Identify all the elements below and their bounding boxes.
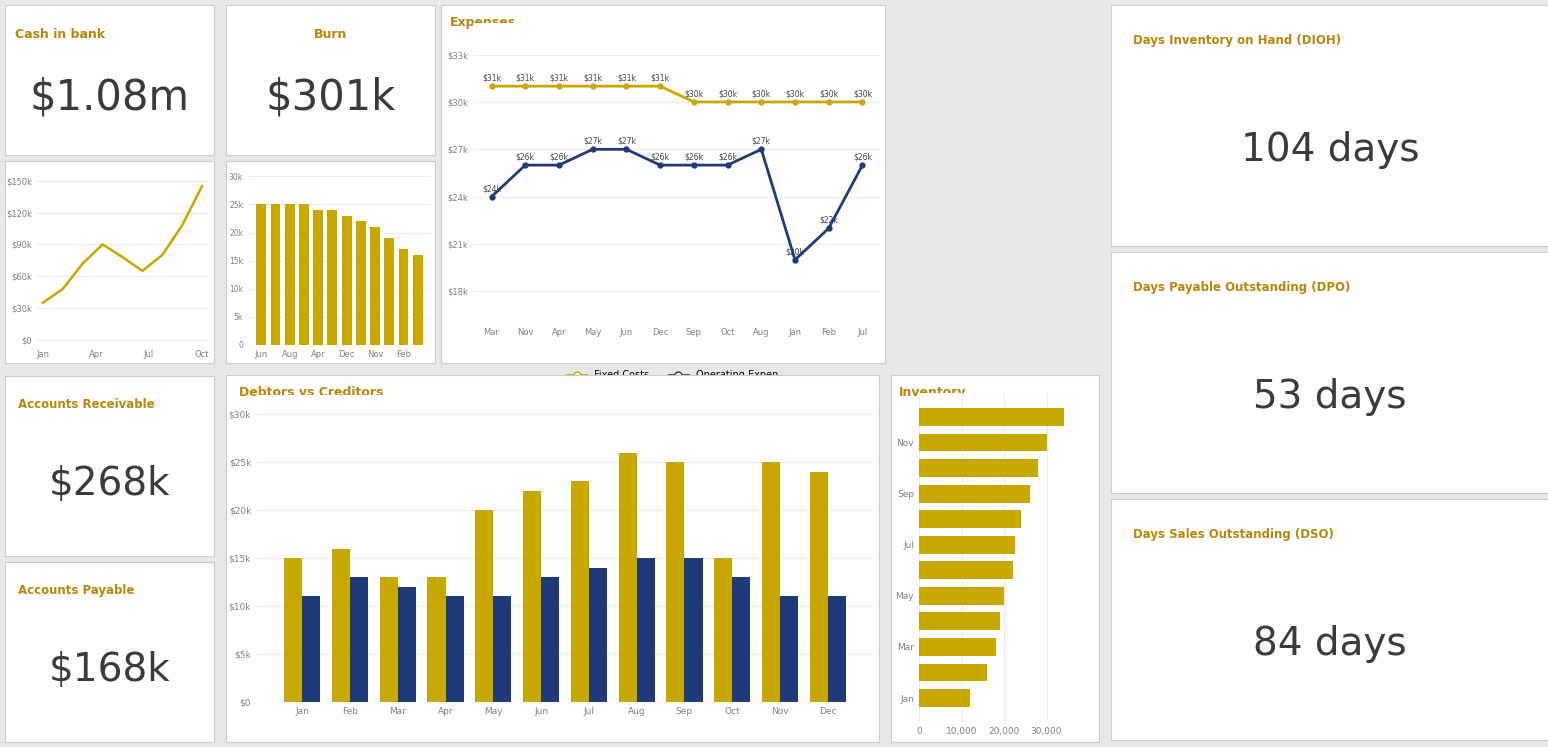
Text: $31k: $31k	[550, 74, 568, 83]
Bar	[920, 485, 1029, 503]
Bar	[920, 510, 1022, 528]
Bar	[379, 577, 398, 702]
Text: Cash in bank: Cash in bank	[15, 28, 105, 40]
Bar	[370, 227, 379, 345]
Text: $31k: $31k	[481, 74, 502, 83]
Bar	[920, 663, 988, 681]
Text: Days Payable Outstanding (DPO): Days Payable Outstanding (DPO)	[1133, 281, 1350, 294]
Text: $27k: $27k	[752, 137, 771, 146]
Bar	[313, 210, 324, 345]
Text: Days Sales Outstanding (DSO): Days Sales Outstanding (DSO)	[1133, 528, 1334, 541]
Bar	[413, 255, 423, 345]
Text: $301k: $301k	[265, 77, 396, 119]
Text: $26k: $26k	[650, 152, 670, 161]
Text: $30k: $30k	[853, 90, 872, 99]
Text: $31k: $31k	[515, 74, 534, 83]
Bar	[342, 216, 351, 345]
Bar	[588, 568, 607, 702]
Bar	[780, 596, 799, 702]
Text: $24k: $24k	[481, 184, 502, 193]
Bar	[714, 558, 732, 702]
Text: $30k: $30k	[785, 90, 805, 99]
Bar	[350, 577, 368, 702]
Bar	[398, 587, 416, 702]
Text: Days Inventory on Hand (DIOH): Days Inventory on Hand (DIOH)	[1133, 34, 1341, 47]
Bar	[427, 577, 446, 702]
Bar	[398, 249, 409, 345]
Text: $26k: $26k	[684, 152, 703, 161]
Text: Accounts Receivable: Accounts Receivable	[17, 397, 155, 411]
Bar	[920, 459, 1039, 477]
Bar	[384, 238, 395, 345]
Bar	[302, 596, 320, 702]
Text: $31k: $31k	[650, 74, 670, 83]
Text: $26k: $26k	[853, 152, 872, 161]
Bar	[446, 596, 464, 702]
Text: $168k: $168k	[48, 651, 170, 689]
Text: $1.08m: $1.08m	[29, 77, 189, 119]
Bar	[285, 205, 294, 345]
Text: Expenses: Expenses	[450, 16, 515, 28]
Text: $31k: $31k	[618, 74, 636, 83]
Text: $31k: $31k	[584, 74, 602, 83]
Bar	[920, 561, 1012, 579]
Bar	[920, 689, 971, 707]
Bar	[920, 613, 1000, 630]
Text: $26k: $26k	[550, 152, 568, 161]
Bar	[494, 596, 511, 702]
Bar	[331, 548, 350, 702]
Text: $26k: $26k	[718, 152, 737, 161]
Bar	[636, 558, 655, 702]
Text: $22k: $22k	[819, 216, 837, 225]
Text: 84 days: 84 days	[1254, 624, 1407, 663]
Text: $30k: $30k	[752, 90, 771, 99]
Text: $26k: $26k	[515, 152, 534, 161]
Text: $27k: $27k	[584, 137, 602, 146]
Bar	[475, 510, 494, 702]
Text: $30k: $30k	[819, 90, 839, 99]
Legend: Fixed Costs, Operating Expen...: Fixed Costs, Operating Expen...	[563, 366, 791, 384]
Bar	[684, 558, 703, 702]
Text: $30k: $30k	[684, 90, 703, 99]
Bar	[257, 205, 266, 345]
Text: $30k: $30k	[718, 90, 737, 99]
Bar	[299, 205, 310, 345]
Bar	[328, 210, 337, 345]
Text: Burn: Burn	[314, 28, 347, 40]
Bar	[285, 558, 302, 702]
Bar	[356, 221, 365, 345]
Bar	[920, 638, 995, 656]
Bar	[571, 481, 588, 702]
Bar	[828, 596, 845, 702]
Text: 104 days: 104 days	[1241, 131, 1420, 169]
Bar	[619, 453, 636, 702]
Text: Debtors vs Creditors: Debtors vs Creditors	[238, 386, 384, 399]
Bar	[732, 577, 751, 702]
Bar	[920, 587, 1005, 605]
Bar	[810, 472, 828, 702]
Bar	[920, 536, 1014, 554]
Text: $268k: $268k	[48, 465, 170, 503]
Text: $27k: $27k	[618, 137, 636, 146]
Bar	[920, 408, 1063, 426]
Bar	[762, 462, 780, 702]
Text: Accounts Payable: Accounts Payable	[17, 583, 135, 597]
Text: $20k: $20k	[785, 247, 805, 256]
Text: Inventory: Inventory	[899, 386, 968, 399]
Bar	[666, 462, 684, 702]
Bar	[271, 205, 280, 345]
Bar	[523, 491, 542, 702]
Bar	[542, 577, 559, 702]
Bar	[920, 433, 1046, 451]
Text: 53 days: 53 days	[1254, 377, 1407, 415]
